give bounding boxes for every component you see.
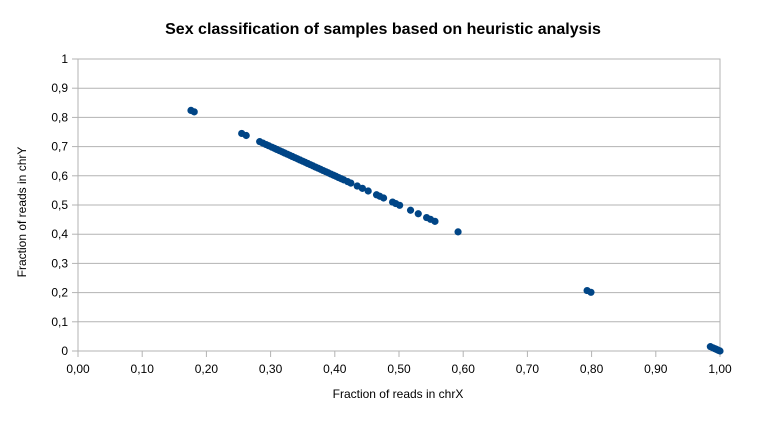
data-point: [190, 108, 198, 116]
x-tick-label: 0,50: [387, 362, 411, 376]
y-tick-label: 0: [61, 344, 68, 358]
y-tick-label: 0,5: [51, 198, 68, 212]
data-point: [587, 288, 595, 296]
x-tick-label: 0,90: [644, 362, 668, 376]
data-point: [716, 347, 724, 355]
x-tick-label: 0,40: [323, 362, 347, 376]
y-tick-label: 1: [61, 52, 68, 66]
y-tick-label: 0,4: [51, 227, 68, 241]
chart-title: Sex classification of samples based on h…: [165, 21, 601, 38]
x-axis-label: Fraction of reads in chrX: [333, 387, 464, 401]
x-tick-label: 1,00: [708, 362, 732, 376]
y-axis-label: Fraction of reads in chrY: [15, 147, 29, 278]
data-point: [454, 228, 462, 236]
plot-area-border: [77, 58, 721, 352]
data-point: [396, 201, 404, 209]
y-tick-label: 0,6: [51, 169, 68, 183]
data-point: [406, 206, 415, 214]
x-tick-label: 0,00: [66, 362, 90, 376]
x-axis-ticks: 0,00 0,10 0,20 0,30 0,40 0,50 0,60 0,70 0,80 0,90…: [66, 362, 732, 376]
data-point: [364, 187, 372, 195]
data-points: [187, 106, 724, 355]
x-tick-label: 0,30: [259, 362, 283, 376]
data-point: [379, 194, 388, 202]
x-tick-label: 0,20: [195, 362, 219, 376]
y-tick-label: 0,2: [51, 286, 68, 300]
x-tick-label: 0,70: [516, 362, 540, 376]
x-tick-label: 0,10: [131, 362, 155, 376]
data-point: [242, 131, 250, 140]
gridlines: [72, 58, 721, 357]
y-tick-label: 0,7: [51, 140, 68, 154]
y-axis-ticks: 0 0,1 0,2 0,3 0,4 0,5 0,6 0,7 0,8 0,9 1: [51, 52, 68, 358]
y-tick-label: 0,9: [51, 81, 68, 95]
data-point: [414, 210, 422, 218]
data-point: [358, 184, 367, 192]
y-tick-label: 0,1: [51, 315, 68, 329]
data-point: [431, 217, 439, 225]
y-tick-label: 0,8: [51, 110, 68, 124]
x-tick-label: 0,60: [452, 362, 476, 376]
data-point: [347, 179, 355, 187]
y-tick-label: 0,3: [51, 256, 68, 270]
x-tick-label: 0,80: [580, 362, 604, 376]
